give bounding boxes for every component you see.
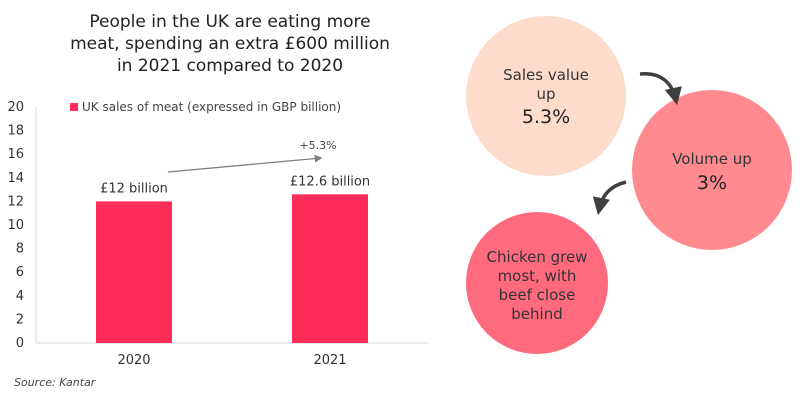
- y-tick-label: 4: [16, 289, 24, 304]
- title-line-2: meat, spending an extra £600 million: [70, 34, 390, 54]
- circle-3-line-2: most, with: [498, 267, 577, 285]
- y-tick-label: 10: [7, 218, 24, 233]
- y-tick-labels: 0 2 4 6 8 10 12 14 16 18 20: [7, 100, 24, 351]
- y-tick-label: 12: [7, 194, 24, 209]
- x-tick-label-2020: 2020: [117, 353, 150, 368]
- legend-swatch: [70, 103, 78, 111]
- y-tick-label: 0: [16, 336, 24, 351]
- curved-arrow-2: [592, 180, 627, 216]
- circle-1-line-1: Sales value: [503, 66, 589, 84]
- bar-2020: [96, 201, 172, 343]
- circle-3-line-1: Chicken grew: [487, 248, 588, 266]
- circle-1-highlight: 5.3%: [522, 106, 570, 128]
- y-tick-label: 6: [16, 265, 24, 280]
- circle-3-line-4: behind: [511, 305, 562, 323]
- growth-label: +5.3%: [299, 139, 336, 152]
- circle-1-line-2: up: [536, 85, 555, 103]
- growth-annotation: +5.3%: [167, 139, 337, 173]
- growth-arrow: [167, 154, 323, 173]
- circle-3-line-3: beef close: [499, 286, 576, 304]
- chart-axes: [35, 107, 428, 344]
- data-label-2020: £12 billion: [100, 181, 168, 196]
- y-tick-label: 14: [7, 171, 24, 186]
- category-labels: 2020 2021: [117, 353, 346, 368]
- source-note: Source: Kantar: [14, 376, 97, 389]
- circle-2-highlight: 3%: [697, 172, 727, 194]
- title-line-3: in 2021 compared to 2020: [117, 56, 343, 76]
- bars: [96, 194, 368, 343]
- circle-2-line-1: Volume up: [672, 150, 752, 168]
- y-tick-label: 16: [7, 147, 24, 162]
- chart-title: People in the UK are eating more meat, s…: [70, 12, 390, 76]
- bar-2021: [292, 194, 368, 343]
- legend: UK sales of meat (expressed in GBP billi…: [70, 100, 341, 114]
- title-line-1: People in the UK are eating more: [89, 12, 370, 32]
- legend-label: UK sales of meat (expressed in GBP billi…: [82, 100, 341, 114]
- x-tick-label-2021: 2021: [313, 353, 346, 368]
- circle-volume: Volume up 3%: [632, 90, 792, 250]
- y-tick-label: 2: [16, 312, 24, 327]
- y-tick-label: 20: [7, 100, 24, 115]
- circle-2: [632, 90, 792, 250]
- circle-1: [466, 16, 626, 176]
- circle-3: [466, 212, 608, 354]
- y-tick-label: 18: [7, 124, 24, 139]
- data-labels: £12 billion £12.6 billion: [100, 174, 370, 196]
- y-tick-label: 8: [16, 242, 24, 257]
- circle-chicken: Chicken grew most, with beef close behin…: [466, 212, 608, 354]
- circle-sales-value: Sales value up 5.3%: [466, 16, 626, 176]
- data-label-2021: £12.6 billion: [290, 174, 370, 189]
- curved-arrow-1: [639, 72, 682, 106]
